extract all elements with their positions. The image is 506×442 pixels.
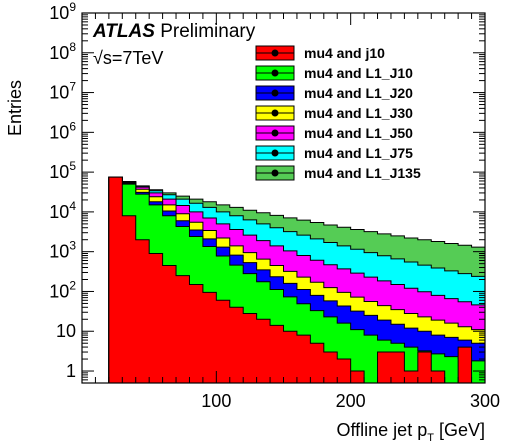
- series-mu4-and-j10: [108, 176, 485, 384]
- y-tick-label: 10: [56, 321, 76, 341]
- y-tick-label: 107: [49, 80, 76, 103]
- legend-marker: [271, 109, 279, 117]
- legend-label: mu4 and L1_J75: [304, 145, 413, 161]
- legend-item: mu4 and L1_J10: [255, 65, 413, 81]
- legend-label: mu4 and L1_J10: [304, 65, 413, 81]
- legend-marker: [271, 49, 279, 57]
- legend-label: mu4 and L1_J20: [304, 85, 413, 101]
- legend-label: mu4 and L1_J135: [304, 165, 421, 181]
- x-tick-label: 100: [201, 391, 231, 411]
- legend-item: mu4 and j10: [255, 45, 385, 61]
- y-tick-label: 102: [49, 278, 76, 301]
- legend-item: mu4 and L1_J30: [255, 105, 413, 121]
- legend-label: mu4 and L1_J30: [304, 105, 413, 121]
- y-tick-label: 105: [49, 159, 76, 182]
- legend-marker: [271, 169, 279, 177]
- legend-item: mu4 and L1_J135: [255, 165, 421, 181]
- y-tick-label: 104: [49, 199, 76, 222]
- legend-marker: [271, 129, 279, 137]
- atlas-label: ATLAS Preliminary: [92, 21, 256, 42]
- energy-label: √s=7TeV: [93, 48, 163, 68]
- x-tick-label: 300: [470, 391, 500, 411]
- y-tick-label: 109: [49, 0, 76, 23]
- legend-marker: [271, 69, 279, 77]
- legend-item: mu4 and L1_J50: [255, 125, 413, 141]
- y-tick-label: 108: [49, 40, 76, 63]
- legend-marker: [271, 149, 279, 157]
- y-tick-label: 1: [66, 361, 76, 381]
- x-axis-label: Offline jet pT [GeV]: [336, 420, 485, 442]
- legend-label: mu4 and L1_J50: [304, 125, 413, 141]
- legend-item: mu4 and L1_J75: [255, 145, 413, 161]
- legend-marker: [271, 89, 279, 97]
- legend-label: mu4 and j10: [304, 45, 385, 61]
- axis-ticks: 100 200 300 1 10 102 103 104 105 106 107 108 109: [49, 0, 500, 411]
- histogram-layer: [108, 176, 486, 384]
- y-tick-label: 106: [49, 119, 76, 142]
- y-tick-label: 103: [49, 239, 76, 262]
- x-tick-label: 200: [336, 391, 366, 411]
- legend: mu4 and j10 mu4 and L1_J10 mu4 and L1_J20m…: [255, 45, 421, 181]
- legend-item: mu4 and L1_J20: [255, 85, 413, 101]
- y-axis-label: Entries: [5, 80, 25, 136]
